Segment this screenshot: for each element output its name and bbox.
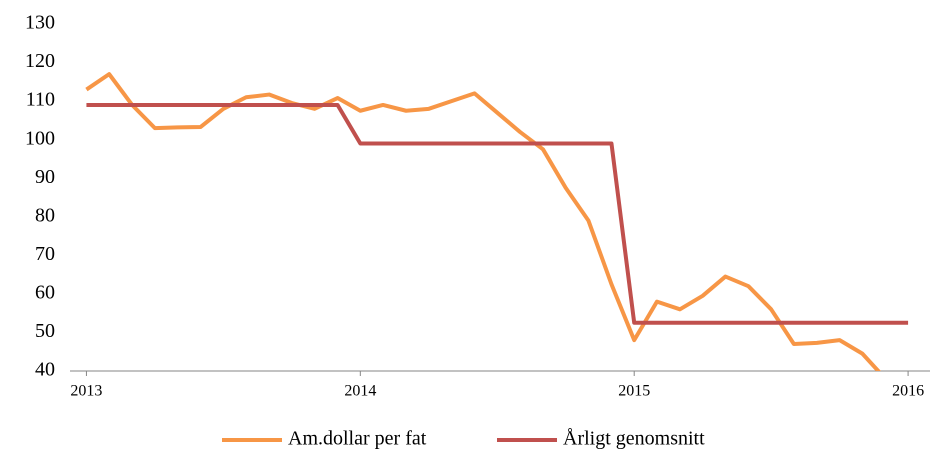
y-tick-label: 70 — [35, 243, 55, 265]
legend-label: Am.dollar per fat — [288, 428, 427, 450]
y-tick-label: 50 — [35, 320, 55, 342]
y-tick-label: 100 — [25, 127, 55, 149]
legend-label: Årligt genomsnitt — [563, 428, 705, 450]
series-line — [85, 72, 881, 371]
series-line — [86, 102, 909, 325]
x-tick-label: 2013 — [70, 383, 102, 400]
y-tick-label: 40 — [35, 359, 55, 381]
y-tick-label: 110 — [26, 89, 55, 111]
x-tick-label: 2016 — [892, 383, 924, 400]
x-tick-label: 2015 — [618, 383, 650, 400]
y-tick-label: 90 — [35, 166, 55, 188]
y-tick-label: 60 — [35, 281, 55, 303]
y-tick-label: 80 — [35, 204, 55, 226]
y-tick-label: 120 — [25, 50, 55, 72]
y-tick-label: 130 — [25, 12, 55, 34]
series-group — [86, 102, 909, 325]
series-group — [85, 72, 881, 371]
x-tick-label: 2014 — [344, 383, 376, 400]
